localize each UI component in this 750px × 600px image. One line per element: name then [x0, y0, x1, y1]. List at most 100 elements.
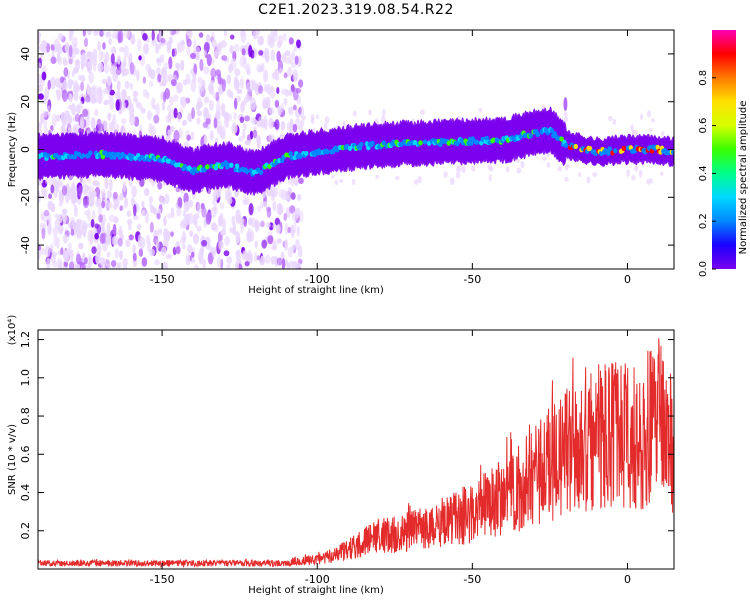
- spectrogram-noise-cell: [310, 113, 315, 122]
- spectrogram-noise-cell: [121, 88, 127, 102]
- spectrogram-noise-cell: [215, 69, 222, 77]
- spectrogram-noise-cell: [276, 40, 282, 49]
- spectrogram-noise-cell: [237, 216, 242, 223]
- spectrogram-noise-cell: [245, 63, 251, 74]
- spectrogram-noise-cell: [205, 34, 211, 42]
- spectrogram-track-core: [370, 140, 375, 146]
- snr-y-scale-label: (x10⁴): [7, 315, 18, 346]
- spectrogram-noise-cell: [276, 238, 283, 244]
- spectrogram-noise-cell: [299, 119, 305, 127]
- spectrogram-track-core: [573, 143, 579, 150]
- spectrogram-noise-cell: [105, 31, 110, 38]
- spectrogram-noise-cell: [220, 40, 227, 48]
- spectrogram-noise-cell: [120, 124, 126, 133]
- spectrogram-noise-cell: [223, 250, 230, 257]
- spectrogram-noise-cell: [103, 63, 110, 74]
- spectrogram-noise-cell: [101, 51, 105, 58]
- spectrogram-noise-cell: [260, 62, 265, 72]
- spectrogram-noise-cell: [98, 30, 105, 38]
- snr-x-ticks: -150 -100 -50 0: [150, 330, 631, 586]
- spectrogram-noise-cell: [240, 223, 244, 234]
- spectrogram-noise-cell: [224, 189, 229, 201]
- spectrogram-noise-cell: [100, 220, 105, 234]
- spectrogram-noise-cell: [557, 166, 563, 172]
- spectrogram-noise-cell: [210, 68, 217, 79]
- y-tick-label: 0: [19, 146, 32, 153]
- spectrogram-noise-cell: [106, 190, 113, 199]
- spectrogram-noise-cell: [67, 248, 72, 256]
- spectrogram-noise-cell: [88, 256, 93, 266]
- spectrogram-noise-cell: [274, 119, 280, 130]
- colorbar-label: Normalized spectral amplitude: [738, 101, 749, 255]
- spectrogram-y-axis-label: Frequency (Hz): [7, 112, 18, 188]
- spectrogram-noise-cell: [70, 229, 75, 236]
- spectrogram-noise-cell: [38, 43, 45, 52]
- spectrogram-noise-cell: [141, 257, 148, 267]
- spectrogram-noise-cell: [315, 114, 320, 120]
- spectrogram-noise-cell: [253, 251, 258, 263]
- spectrogram-noise-cell: [270, 49, 276, 62]
- spectrogram-noise-cell: [478, 107, 483, 113]
- spectrogram-noise-cell: [63, 66, 69, 78]
- spectrogram-noise-cell: [331, 174, 335, 179]
- spectrogram-noise-cell: [84, 257, 88, 265]
- spectrogram-noise-cell: [294, 262, 301, 269]
- x-tick-label: -150: [150, 273, 175, 286]
- spectrogram-noise-cell: [206, 54, 212, 67]
- spectrogram-noise-cell: [51, 251, 58, 257]
- y-tick-label: 0.4: [19, 484, 32, 502]
- spectrogram-y-ticks: -40 -20 0 20 40: [19, 47, 674, 254]
- spectrogram-noise-cell: [160, 246, 167, 256]
- spectrogram-noise-cell: [242, 250, 248, 260]
- spectrogram-noise-cell: [117, 261, 123, 268]
- spectrogram-noise-cell: [49, 76, 57, 90]
- spectrogram-noise-cell: [158, 194, 163, 203]
- spectrogram-noise-cell: [298, 79, 304, 88]
- spectrogram-noise-cell: [132, 214, 139, 221]
- spectrogram-noise-cell: [68, 30, 73, 42]
- spectrogram-noise-cell: [68, 93, 73, 103]
- spectrogram-noise-cell: [201, 206, 207, 218]
- spectrogram-noise-cell: [67, 242, 72, 251]
- spectrogram-noise-cell: [233, 43, 240, 53]
- y-tick-label: 20: [19, 95, 32, 109]
- spectrogram-noise-cell: [289, 205, 296, 214]
- spectrogram-noise-cell: [290, 192, 296, 200]
- spectrogram-noise-cell: [61, 210, 67, 223]
- spectrogram-noise-cell: [223, 30, 228, 37]
- spectrogram-noise-cell: [62, 79, 68, 91]
- spectrogram-track-core: [649, 148, 655, 154]
- spectrogram-noise-cell: [60, 247, 64, 256]
- spectrogram-noise-cell: [101, 78, 107, 85]
- spectrogram-noise-cell: [137, 223, 142, 231]
- spectrogram-noise-cell: [239, 77, 245, 89]
- spectrogram-noise-cell: [116, 80, 121, 92]
- spectrogram-noise-cell: [106, 251, 111, 258]
- spectrogram-noise-cell: [118, 46, 125, 53]
- spectrogram-noise-cell: [77, 74, 83, 81]
- spectrogram-noise-cell: [142, 88, 148, 98]
- spectrogram-noise-cell: [152, 104, 159, 110]
- spectrogram-noise-cell: [227, 113, 233, 122]
- spectrogram-noise-cell: [131, 185, 137, 198]
- spectrogram-noise-cell: [155, 43, 160, 54]
- colorbar-tick-label: 0.8: [698, 70, 709, 86]
- spectrogram-noise-cell: [294, 55, 299, 65]
- spectrogram-noise-cell: [62, 250, 69, 260]
- spectrogram-noise-cell: [176, 206, 182, 217]
- spectrogram-noise-cell: [47, 105, 51, 118]
- spectrogram-noise-cell: [117, 30, 122, 44]
- spectrogram-noise-cell: [92, 180, 99, 187]
- spectrogram-noise-cell: [163, 62, 170, 70]
- spectrogram-noise-cell: [82, 108, 89, 117]
- spectrogram-noise-cell: [100, 257, 107, 269]
- spectrogram-noise-cell: [272, 223, 277, 230]
- spectrogram-noise-cell: [86, 61, 92, 74]
- spectrogram-noise-cell: [94, 232, 99, 240]
- spectrogram-noise-cell: [252, 82, 259, 90]
- spectrogram-noise-cell: [81, 261, 86, 269]
- spectrogram-track-core: [563, 142, 569, 148]
- spectrogram-noise-cell: [257, 205, 262, 213]
- spectrogram-noise-cell: [166, 213, 173, 219]
- spectrogram-noise-cell: [74, 262, 81, 269]
